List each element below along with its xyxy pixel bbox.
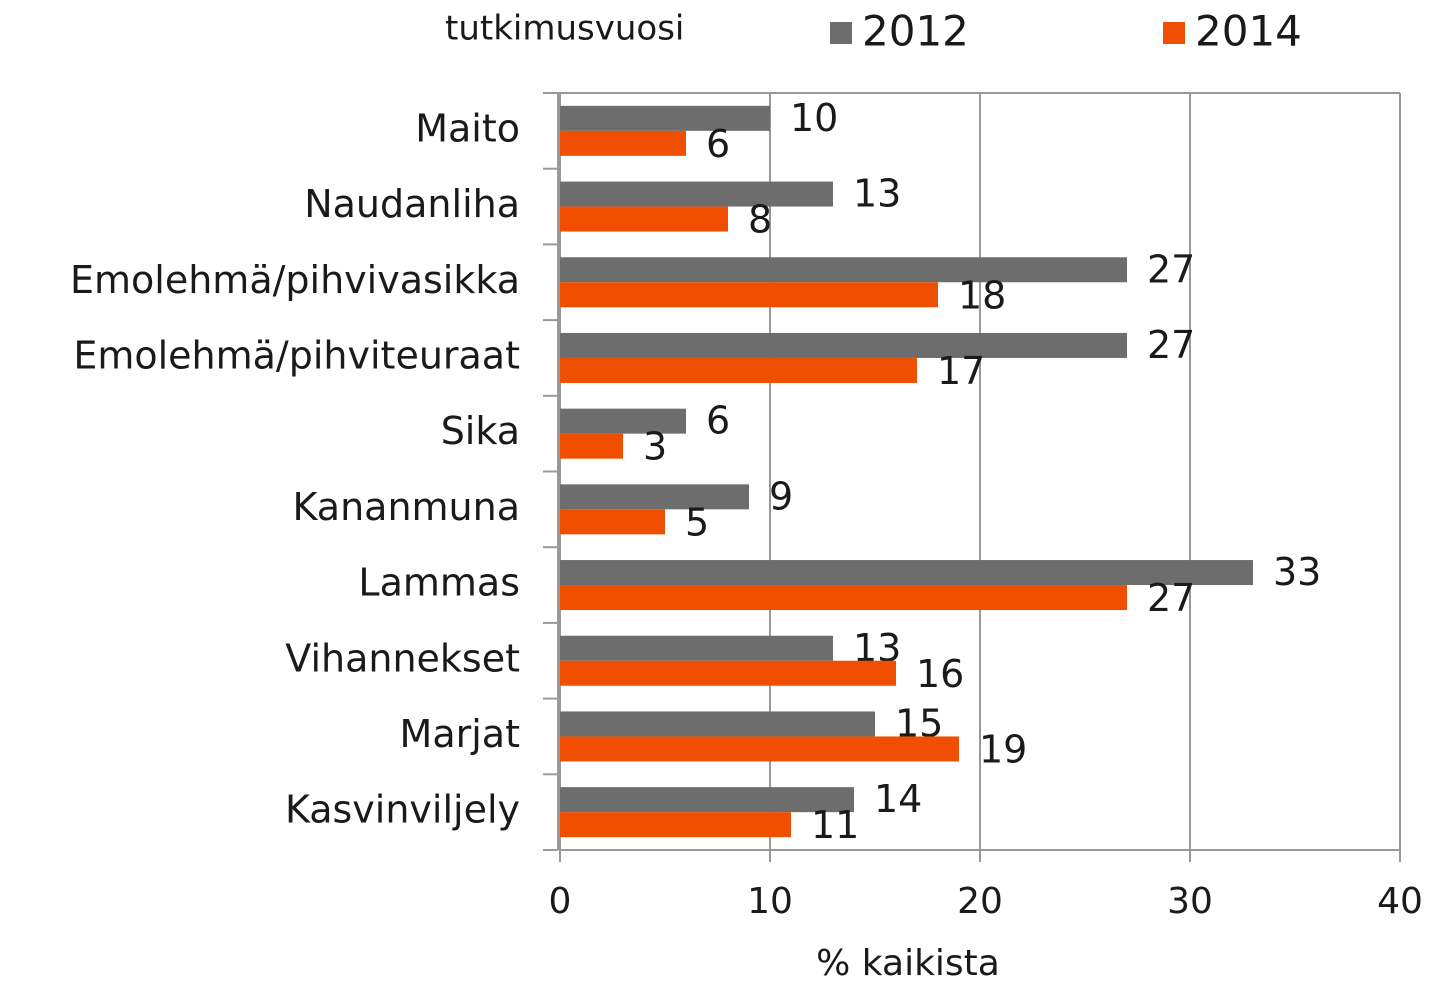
legend-swatch xyxy=(830,22,852,44)
y-tick-label: Vihannekset xyxy=(285,636,520,680)
data-label: 8 xyxy=(748,198,772,242)
data-label: 27 xyxy=(1147,576,1195,620)
bar xyxy=(560,282,938,308)
data-label: 33 xyxy=(1273,550,1321,594)
data-label: 27 xyxy=(1147,323,1195,367)
bar xyxy=(560,812,791,838)
data-label: 11 xyxy=(811,803,859,847)
bar xyxy=(560,711,875,737)
x-tick-label: 30 xyxy=(1167,881,1213,922)
x-tick-label: 40 xyxy=(1377,881,1423,922)
x-tick-label: 0 xyxy=(549,881,572,922)
data-label: 16 xyxy=(916,652,964,696)
bar xyxy=(560,736,959,762)
data-label: 9 xyxy=(769,474,793,518)
y-tick-label: Marjat xyxy=(400,712,520,756)
bar xyxy=(560,585,1127,611)
bar xyxy=(560,635,833,661)
data-label: 18 xyxy=(958,273,1006,317)
bar xyxy=(560,433,623,459)
data-label: 13 xyxy=(853,172,901,216)
x-axis-title: % kaikista xyxy=(816,943,1000,983)
bar xyxy=(560,257,1127,283)
data-label: 10 xyxy=(790,96,838,140)
data-label: 6 xyxy=(706,122,730,166)
x-tick-label: 10 xyxy=(747,881,793,922)
bar xyxy=(560,130,686,156)
x-tick-label: 20 xyxy=(957,881,1003,922)
data-label: 17 xyxy=(937,349,985,393)
data-label: 5 xyxy=(685,500,709,544)
bar xyxy=(560,560,1253,586)
data-label: 19 xyxy=(979,727,1027,771)
data-label: 3 xyxy=(643,425,667,469)
legend-label: 2014 xyxy=(1195,7,1302,56)
y-tick-label: Kasvinviljely xyxy=(285,788,520,832)
bar xyxy=(560,408,686,434)
bar xyxy=(560,332,1127,358)
data-label: 14 xyxy=(874,777,922,821)
y-tick-label: Emolehmä/pihvivasikka xyxy=(70,258,520,302)
legend-title: tutkimusvuosi xyxy=(445,9,684,49)
bar xyxy=(560,357,917,383)
y-tick-label: Lammas xyxy=(358,561,520,605)
bar xyxy=(560,787,854,813)
y-tick-label: Maito xyxy=(415,106,520,150)
bar xyxy=(560,484,749,510)
bar xyxy=(560,181,833,207)
bar xyxy=(560,206,728,232)
y-tick-label: Naudanliha xyxy=(304,182,520,226)
data-label: 6 xyxy=(706,399,730,443)
y-tick-label: Emolehmä/pihviteuraat xyxy=(73,333,520,377)
y-tick-label: Sika xyxy=(441,409,520,453)
legend-label: 2012 xyxy=(862,7,969,56)
data-label: 27 xyxy=(1147,247,1195,291)
bar xyxy=(560,509,665,535)
bar xyxy=(560,105,770,131)
legend-swatch xyxy=(1163,22,1185,44)
y-tick-label: Kananmuna xyxy=(293,485,520,529)
bar xyxy=(560,660,896,686)
